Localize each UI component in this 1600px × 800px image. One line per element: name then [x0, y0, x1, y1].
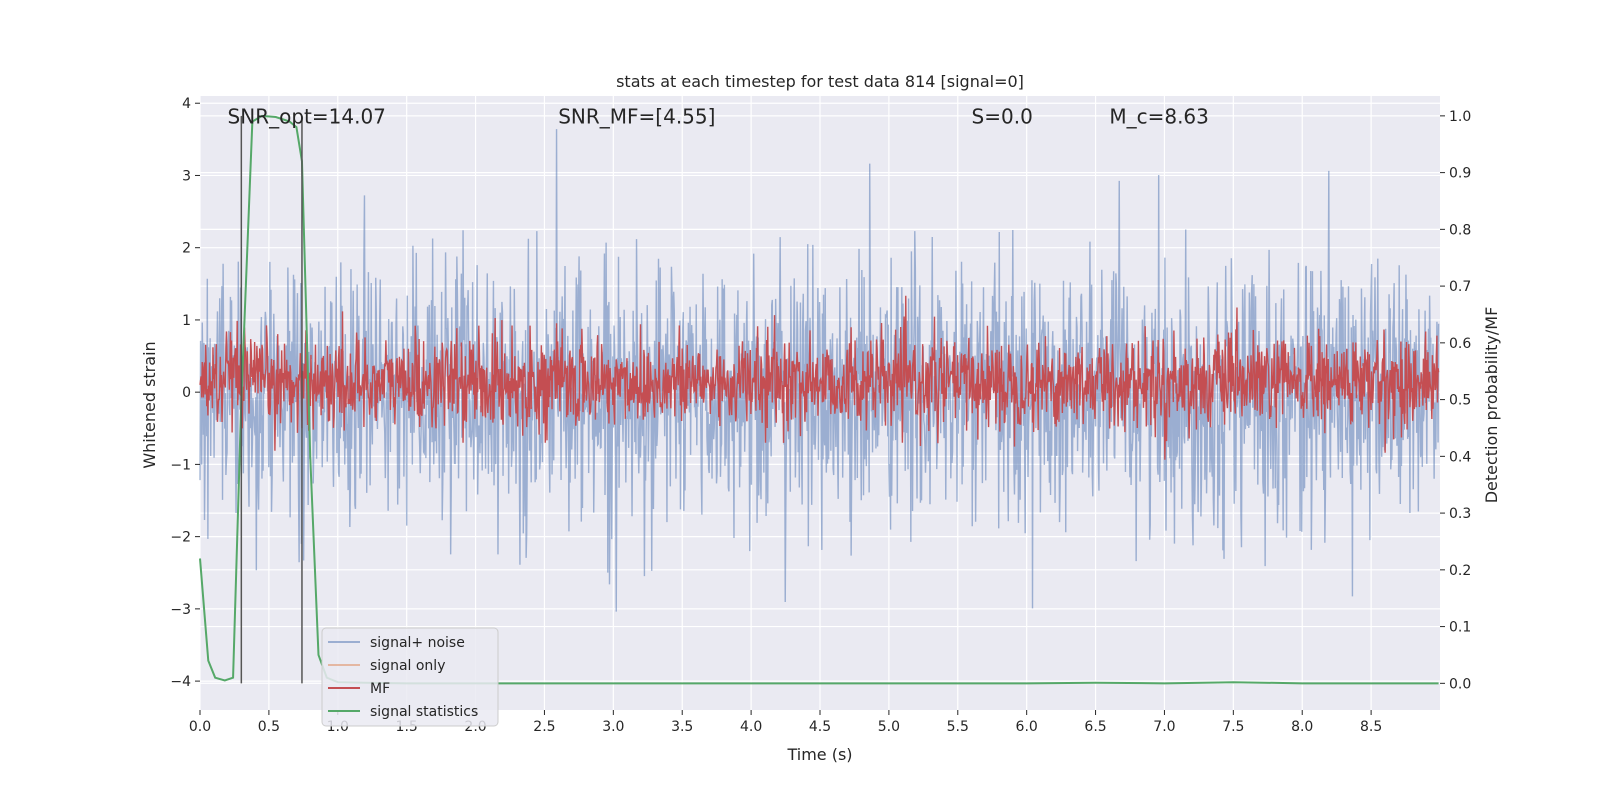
legend-box [321, 627, 499, 727]
x-tick-label: 8.0 [1291, 719, 1313, 735]
y-axis-label: Whitened strain [140, 341, 159, 468]
chart-title: stats at each timestep for test data 814… [616, 72, 1024, 91]
x-tick-label: 5.5 [947, 719, 969, 735]
legend-label: signal only [370, 658, 445, 674]
y-tick-label: −3 [170, 602, 191, 618]
x-tick-label: 6.0 [1016, 719, 1038, 735]
ticks-layer: 0.0 0.5 1.0 1.5 2.0 2.5 3.0 3.5 4.0 4.5 5.0 5.5 6.0 6… [170, 96, 1471, 735]
series-signal-noise-line [199, 129, 1440, 612]
x-tick-label: 4.0 [740, 719, 762, 735]
x-tick-label: 7.5 [1222, 719, 1244, 735]
legend: signal+ noise signal only MF signal statist… [321, 627, 499, 727]
legend-label: MF [370, 681, 390, 697]
annotation-layer: SNR_opt=14.07 SNR_MF=[4.55] S=0.0 M_c=8.63 [228, 105, 1209, 129]
x-tick-label: 3.0 [602, 719, 624, 735]
x-tick-label: 3.5 [671, 719, 693, 735]
annotation-text: SNR_MF=[4.55] [558, 105, 715, 129]
x-tick-label: 8.5 [1360, 719, 1382, 735]
annotation-text: S=0.0 [972, 105, 1033, 129]
y-tick-label: 0 [182, 385, 191, 401]
y-tick-label: 3 [182, 168, 191, 184]
x-tick-label: 6.5 [1084, 719, 1106, 735]
y-tick-label: −2 [170, 530, 191, 546]
y-right-tick-label: 0.6 [1449, 336, 1471, 352]
y-tick-label: −1 [170, 457, 191, 473]
y-tick-label: 1 [182, 313, 191, 329]
series-mf-line [199, 295, 1440, 460]
legend-label: signal+ noise [370, 635, 465, 651]
x-tick-label: 0.0 [189, 719, 211, 735]
y-axis-right-label: Detection probability/MF [1482, 307, 1501, 504]
x-tick-label: 5.0 [878, 719, 900, 735]
y-tick-label: −4 [170, 674, 191, 690]
annotation-text: SNR_opt=14.07 [228, 105, 386, 129]
x-tick-label: 7.0 [1153, 719, 1175, 735]
y-right-tick-label: 0.3 [1449, 506, 1471, 522]
y-right-tick-label: 0.1 [1449, 620, 1471, 636]
x-tick-label: 2.5 [533, 719, 555, 735]
x-tick-label: 4.5 [809, 719, 831, 735]
y-right-tick-label: 0.0 [1449, 676, 1471, 692]
y-right-tick-label: 1.0 [1449, 109, 1471, 125]
y-right-tick-label: 0.8 [1449, 222, 1471, 238]
x-axis-label: Time (s) [786, 745, 852, 764]
y-tick-label: 2 [182, 241, 191, 257]
y-right-tick-label: 0.4 [1449, 449, 1471, 465]
y-right-tick-label: 0.2 [1449, 563, 1471, 579]
y-right-tick-label: 0.7 [1449, 279, 1471, 295]
y-right-tick-label: 0.9 [1449, 166, 1471, 182]
legend-label: signal statistics [370, 704, 478, 720]
y-right-tick-label: 0.5 [1449, 393, 1471, 409]
annotation-text: M_c=8.63 [1109, 105, 1209, 129]
y-tick-label: 4 [182, 96, 191, 112]
x-tick-label: 0.5 [258, 719, 280, 735]
